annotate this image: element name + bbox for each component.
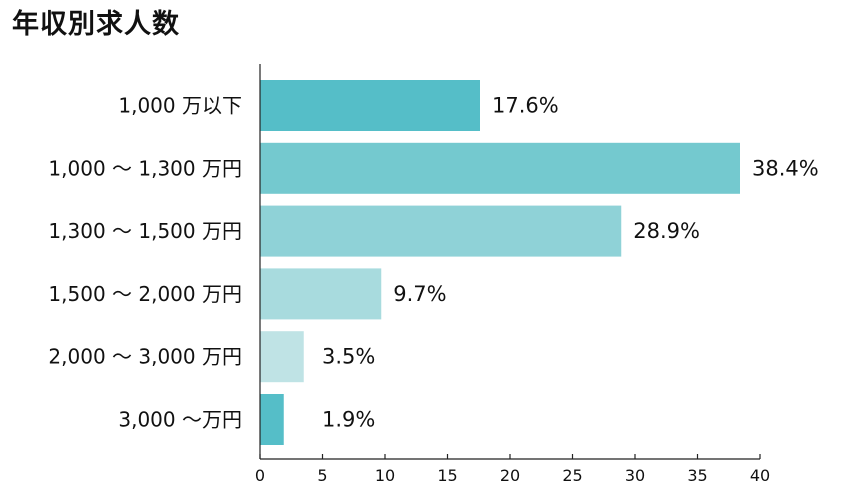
- data-label: 3.5%: [322, 345, 375, 369]
- bar: [260, 268, 382, 320]
- category-label: 1,000 万以下: [118, 94, 242, 118]
- x-tick-label: 25: [562, 466, 582, 485]
- data-label: 38.4%: [752, 156, 819, 180]
- x-tick-label: 0: [255, 466, 265, 485]
- value-labels: 17.6% 38.4% 28.9% 9.7% 3.5% 1.9%: [322, 94, 819, 432]
- category-label: 2,000 ～ 3,000 万円: [48, 345, 242, 369]
- data-label: 17.6%: [492, 94, 559, 118]
- category-labels: 1,000 万以下 1,000 ～ 1,300 万円 1,300 ～ 1,500 万…: [48, 94, 242, 432]
- axis-group: 0 5 10 15 20 25 30 35 40: [255, 64, 770, 485]
- x-tick-label: 5: [317, 466, 327, 485]
- bar: [260, 331, 304, 383]
- x-tick-label: 40: [750, 466, 770, 485]
- x-tick-label: 15: [437, 466, 457, 485]
- data-label: 9.7%: [393, 282, 446, 306]
- bar: [260, 205, 622, 257]
- bar: [260, 394, 284, 445]
- x-tick-label: 35: [687, 466, 707, 485]
- category-label: 1,000 ～ 1,300 万円: [48, 156, 242, 180]
- bar: [260, 80, 480, 131]
- data-label: 28.9%: [633, 219, 700, 243]
- x-tick-label: 30: [625, 466, 645, 485]
- x-tick-label: 10: [375, 466, 395, 485]
- category-label: 3,000 ～万円: [118, 408, 242, 432]
- x-tick-label: 20: [500, 466, 520, 485]
- category-label: 1,300 ～ 1,500 万円: [48, 219, 242, 243]
- bar: [260, 142, 740, 194]
- data-label: 1.9%: [322, 408, 375, 432]
- bar-group: [260, 80, 740, 445]
- chart-title: 年収別求人数: [12, 9, 180, 40]
- category-label: 1,500 ～ 2,000 万円: [48, 282, 242, 306]
